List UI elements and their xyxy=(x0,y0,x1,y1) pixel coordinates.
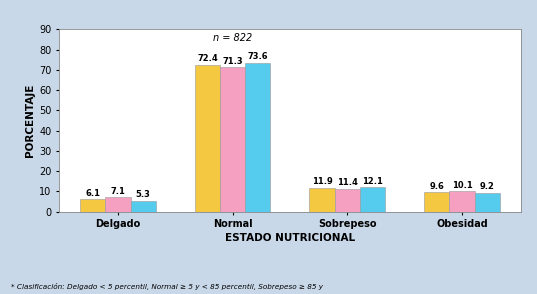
Bar xyxy=(309,188,335,212)
Text: * Clasificación: Delgado < 5 percentil, Normal ≥ 5 y < 85 percentil, Sobrepeso ≥: * Clasificación: Delgado < 5 percentil, … xyxy=(11,283,323,290)
Bar xyxy=(80,199,105,212)
Bar xyxy=(195,65,220,212)
Text: 7.1: 7.1 xyxy=(111,187,125,196)
Bar xyxy=(220,67,245,212)
Text: 71.3: 71.3 xyxy=(222,57,243,66)
X-axis label: ESTADO NUTRICIONAL: ESTADO NUTRICIONAL xyxy=(225,233,355,243)
Text: 10.1: 10.1 xyxy=(452,181,473,190)
Bar xyxy=(424,192,449,212)
Text: 11.9: 11.9 xyxy=(311,177,332,186)
Y-axis label: PORCENTAJE: PORCENTAJE xyxy=(25,84,35,157)
Bar xyxy=(245,63,271,212)
Bar xyxy=(475,193,500,212)
Bar xyxy=(360,187,385,212)
Text: 72.4: 72.4 xyxy=(197,54,218,64)
Text: 73.6: 73.6 xyxy=(248,52,268,61)
Bar xyxy=(335,188,360,212)
Text: 11.4: 11.4 xyxy=(337,178,358,187)
Bar xyxy=(449,191,475,212)
Text: 9.6: 9.6 xyxy=(430,182,444,191)
Text: 12.1: 12.1 xyxy=(362,177,383,186)
Bar xyxy=(130,201,156,212)
Text: n = 822: n = 822 xyxy=(213,34,252,44)
Bar xyxy=(105,197,130,212)
Text: 6.1: 6.1 xyxy=(85,189,100,198)
Text: 5.3: 5.3 xyxy=(136,190,150,199)
Text: 9.2: 9.2 xyxy=(480,182,495,191)
